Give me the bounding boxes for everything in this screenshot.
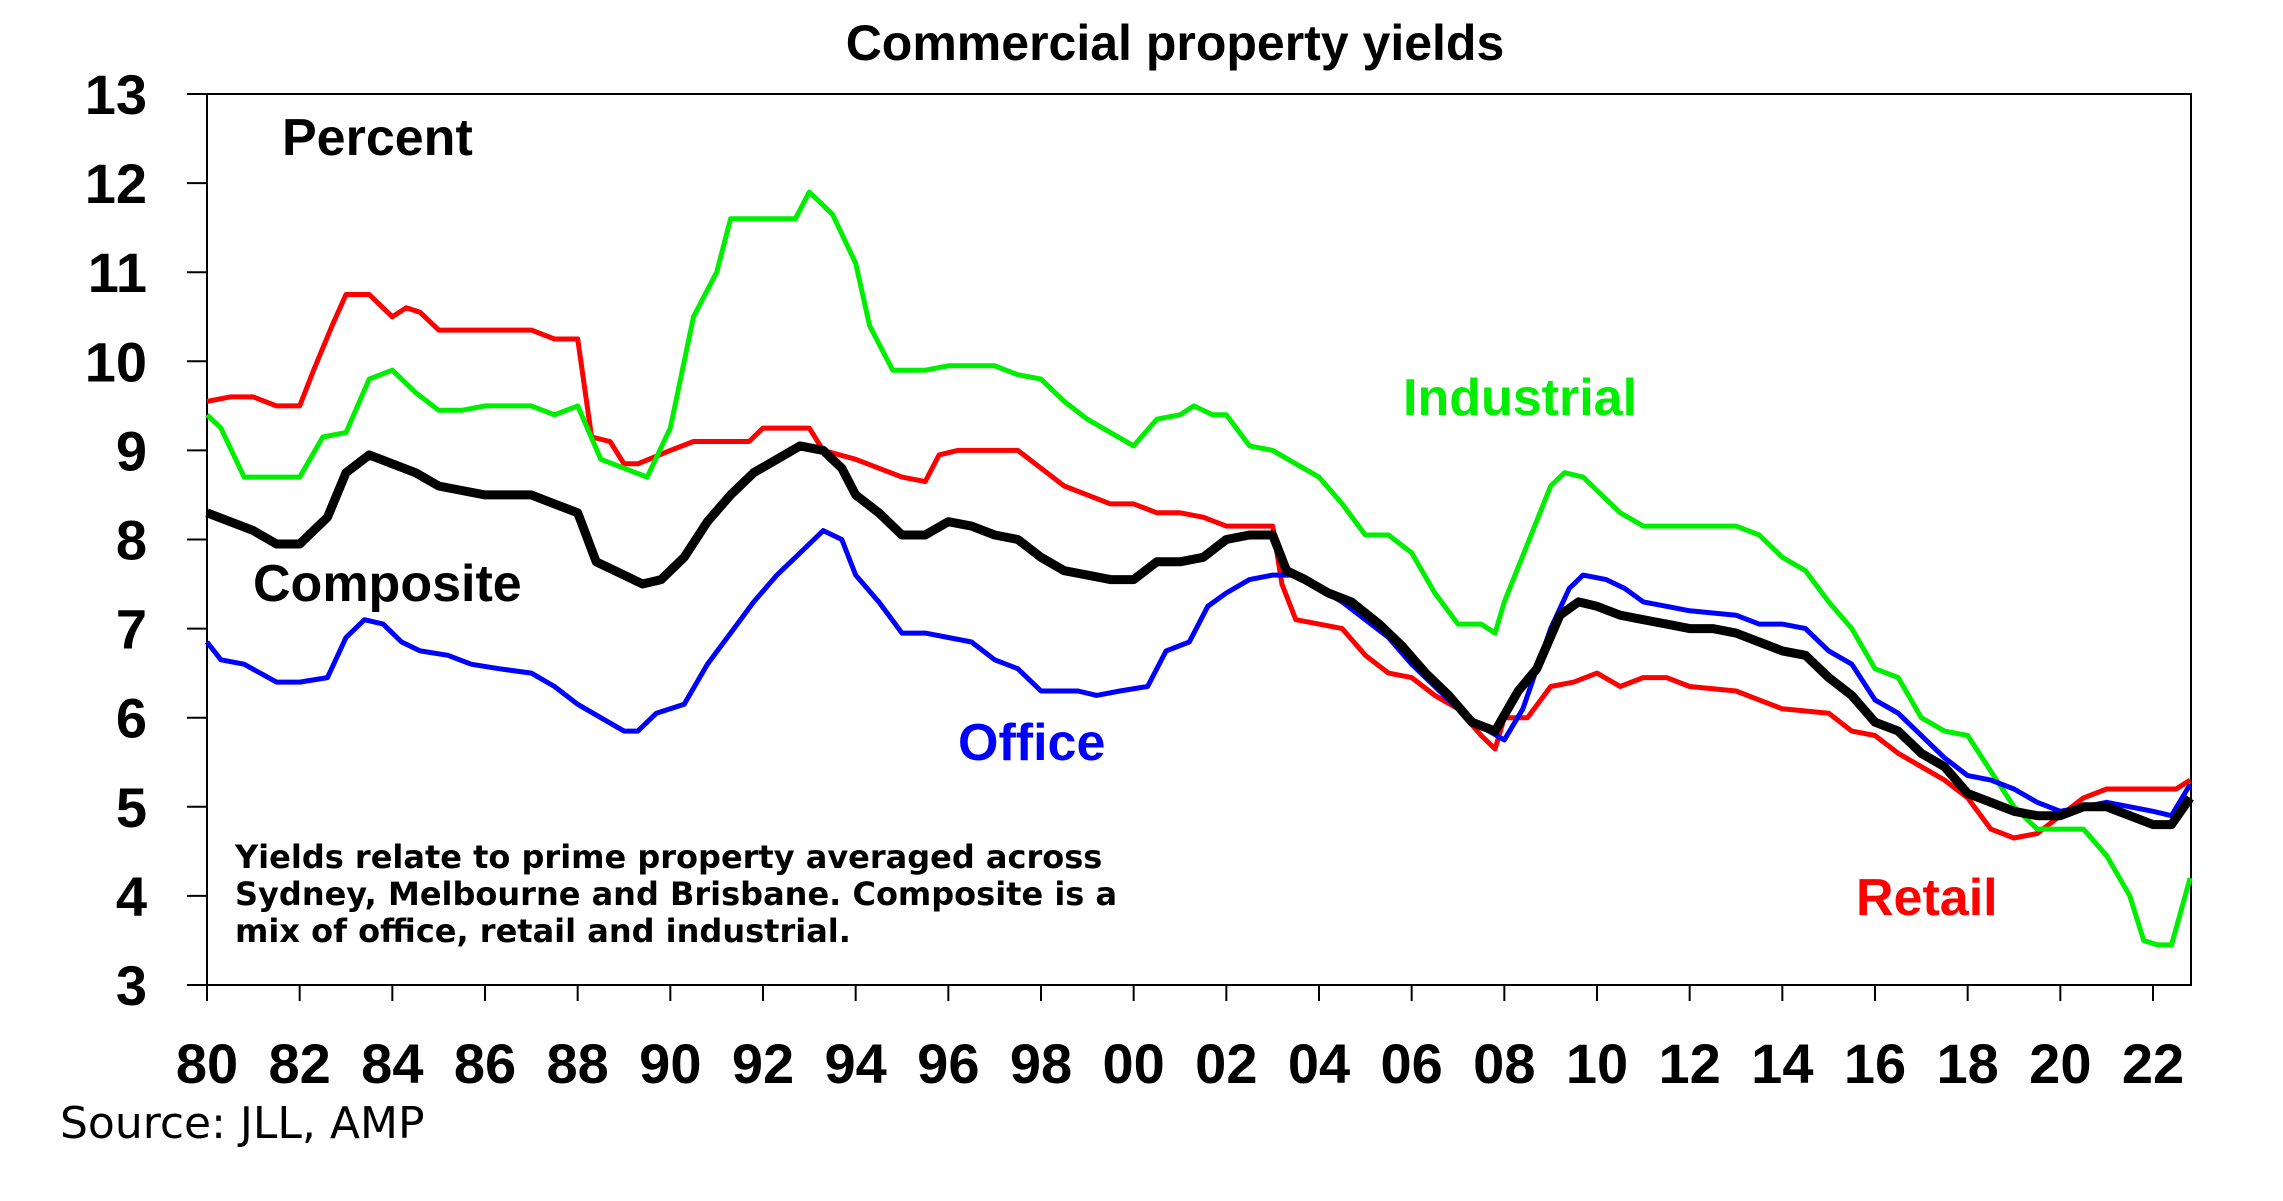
note-line-2: Sydney, Melbourne and Brisbane. Composit… bbox=[235, 875, 1117, 913]
y-tick-label: 6 bbox=[116, 687, 147, 750]
x-tick-label: 00 bbox=[1103, 1032, 1165, 1095]
annotation-office: Office bbox=[958, 714, 1105, 772]
x-tick-label: 88 bbox=[547, 1032, 609, 1095]
note-line-3: mix of office, retail and industrial. bbox=[235, 912, 851, 950]
x-tick-label: 96 bbox=[917, 1032, 979, 1095]
x-tick-label: 82 bbox=[269, 1032, 331, 1095]
source-note: Source: JLL, AMP bbox=[60, 1098, 425, 1149]
note-line-1: Yields relate to prime property averaged… bbox=[234, 838, 1102, 876]
y-tick-label: 3 bbox=[116, 954, 147, 1017]
x-tick-label: 12 bbox=[1659, 1032, 1721, 1095]
y-tick-label: 12 bbox=[85, 152, 147, 215]
x-tick-label: 84 bbox=[361, 1032, 423, 1095]
x-tick-label: 06 bbox=[1381, 1032, 1443, 1095]
x-tick-label: 18 bbox=[1937, 1032, 1999, 1095]
x-tick-label: 14 bbox=[1751, 1032, 1813, 1095]
x-tick-label: 90 bbox=[639, 1032, 701, 1095]
x-tick-label: 86 bbox=[454, 1032, 516, 1095]
x-tick-label: 20 bbox=[2029, 1032, 2091, 1095]
axes: 3 4 5 6 7 8 9 10 11 12 13 80 82 84 86 88 90 92 94 96 98 00 02 0… bbox=[85, 63, 2192, 1095]
y-tick-label: 5 bbox=[116, 776, 147, 839]
y-tick-label: 9 bbox=[116, 419, 147, 482]
x-tick-label: 08 bbox=[1473, 1032, 1535, 1095]
series-line-composite bbox=[205, 441, 2194, 830]
y-tick-label: 8 bbox=[116, 509, 147, 572]
series-lines bbox=[205, 189, 2194, 948]
series-line-industrial bbox=[205, 189, 2193, 948]
x-tick-label: 16 bbox=[1844, 1032, 1906, 1095]
annotation-retail: Retail bbox=[1856, 869, 1998, 927]
x-tick-label: 04 bbox=[1288, 1032, 1350, 1095]
y-tick-label: 13 bbox=[85, 63, 147, 126]
y-tick-label: 7 bbox=[116, 598, 147, 661]
annotation-industrial: Industrial bbox=[1403, 369, 1637, 427]
y-tick-label: 11 bbox=[88, 241, 147, 304]
series-line-retail bbox=[206, 292, 2192, 841]
x-tick-label: 80 bbox=[176, 1032, 238, 1095]
x-tick-label: 02 bbox=[1195, 1032, 1257, 1095]
series-line-office bbox=[205, 528, 2193, 819]
annotation-composite: Composite bbox=[253, 555, 522, 613]
chart-title: Commercial property yields bbox=[846, 15, 1505, 71]
y-tick-label: 4 bbox=[116, 865, 147, 928]
x-tick-label: 10 bbox=[1566, 1032, 1628, 1095]
annotation-percent: Percent bbox=[282, 109, 473, 167]
y-tick-label: 10 bbox=[85, 330, 147, 393]
x-tick-label: 94 bbox=[825, 1032, 887, 1095]
x-tick-label: 98 bbox=[1010, 1032, 1072, 1095]
x-tick-label: 92 bbox=[732, 1032, 794, 1095]
x-tick-label: 22 bbox=[2122, 1032, 2184, 1095]
